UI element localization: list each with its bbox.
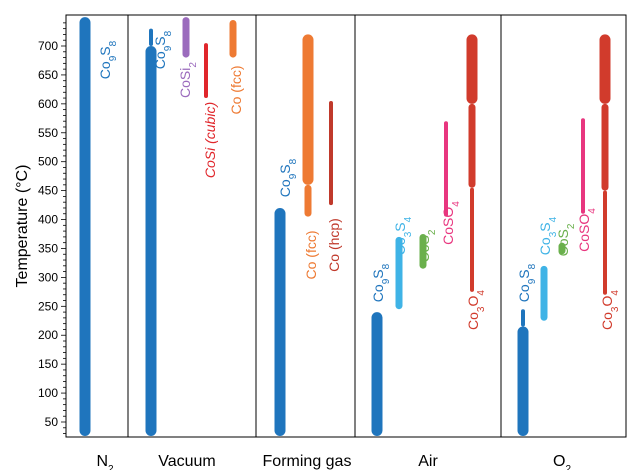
panel-label: Air: [418, 453, 438, 470]
panel-label: Vacuum: [158, 453, 216, 470]
y-tick-label: 500: [38, 155, 58, 169]
phase-label: Co9S8: [277, 158, 299, 197]
y-tick-label: 600: [38, 97, 58, 111]
phase-label: Co9S8: [152, 30, 174, 69]
y-tick-label: 50: [45, 415, 59, 429]
phase-label: Co3S4: [537, 216, 559, 255]
phase-label: CoSi (cubic): [202, 102, 218, 178]
phase-label: CoS2: [416, 229, 438, 262]
y-tick-label: 150: [38, 357, 58, 371]
y-tick-label: 350: [38, 241, 58, 255]
panel-label: N2: [96, 453, 114, 470]
phase-label: Co9S8: [370, 263, 392, 302]
y-tick-label: 450: [38, 184, 58, 198]
phase-label: Co (fcc): [228, 66, 244, 115]
panel-label: O2: [553, 453, 571, 470]
phase-label: Co (hcp): [326, 218, 342, 272]
phase-label: Co3S4: [392, 216, 414, 255]
phase-label: Co3O4: [599, 290, 621, 330]
phase-label: CoSO4: [440, 201, 462, 245]
y-tick-label: 700: [38, 39, 58, 53]
y-tick-label: 200: [38, 328, 58, 342]
plot-frame: [65, 14, 627, 438]
phase-label: Co9S8: [97, 40, 119, 79]
y-tick-label: 400: [38, 213, 58, 227]
y-axis-label: Temperature (°C): [14, 165, 31, 288]
y-tick-label: 550: [38, 126, 58, 140]
y-tick-label: 650: [38, 68, 58, 82]
y-tick-label: 250: [38, 299, 58, 313]
phase-label: Co9S8: [516, 263, 538, 302]
phase-label: CoSO4: [576, 208, 598, 252]
panel-label: Forming gas: [263, 453, 352, 470]
phase-label: Co3O4: [465, 290, 487, 330]
y-tick-label: 300: [38, 270, 58, 284]
phase-label: CoS2: [555, 223, 577, 256]
phase-label: Co (fcc): [303, 231, 319, 280]
phase-label: CoSi2: [177, 62, 199, 98]
y-tick-label: 100: [38, 386, 58, 400]
